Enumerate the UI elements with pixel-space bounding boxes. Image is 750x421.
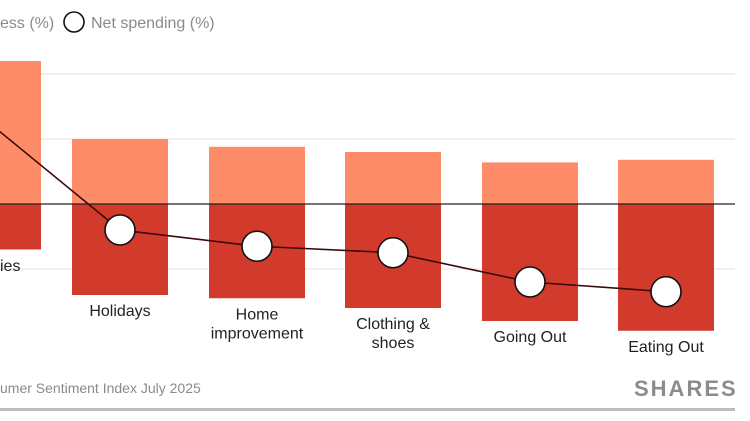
category-label-0: ies xyxy=(0,258,20,275)
category-label-5: Eating Out xyxy=(628,339,704,356)
net-spending-marker-3 xyxy=(377,236,409,269)
bar-negative-4 xyxy=(482,204,578,321)
net-spending-marker-4 xyxy=(514,266,546,298)
net-spending-line xyxy=(0,130,667,293)
category-label-4: Going Out xyxy=(494,329,567,346)
source-note: umer Sentiment Index July 2025 xyxy=(0,380,201,396)
net-spending-marker-5 xyxy=(650,275,682,308)
category-label-2: Home improvement xyxy=(211,306,304,342)
bars xyxy=(0,61,714,331)
bar-positive-1 xyxy=(72,139,168,204)
category-label-3: Clothing & shoes xyxy=(356,316,430,352)
bar-negative-5 xyxy=(618,204,714,331)
category-label-1: Holidays xyxy=(89,303,150,320)
net-spending-marker-1 xyxy=(104,214,136,246)
legend-item-net-spending: Net spending (%) xyxy=(91,15,215,32)
category-labels: ies Holidays Home improvement Clothing & shoe… xyxy=(0,258,704,356)
bar-positive-2 xyxy=(209,146,305,204)
brand-logo: SHARES xyxy=(634,376,738,401)
net-spending-marker-2 xyxy=(241,230,273,263)
bar-positive-4 xyxy=(482,162,578,204)
footer-divider xyxy=(0,408,735,411)
bar-positive-5 xyxy=(618,159,714,204)
bar-positive-3 xyxy=(345,152,441,204)
legend-item-bars: ess (%) xyxy=(0,15,54,32)
bar-positive-0 xyxy=(0,61,41,204)
legend-circle-icon xyxy=(63,11,85,33)
net-spending-series xyxy=(0,130,682,308)
bar-negative-0 xyxy=(0,204,41,250)
